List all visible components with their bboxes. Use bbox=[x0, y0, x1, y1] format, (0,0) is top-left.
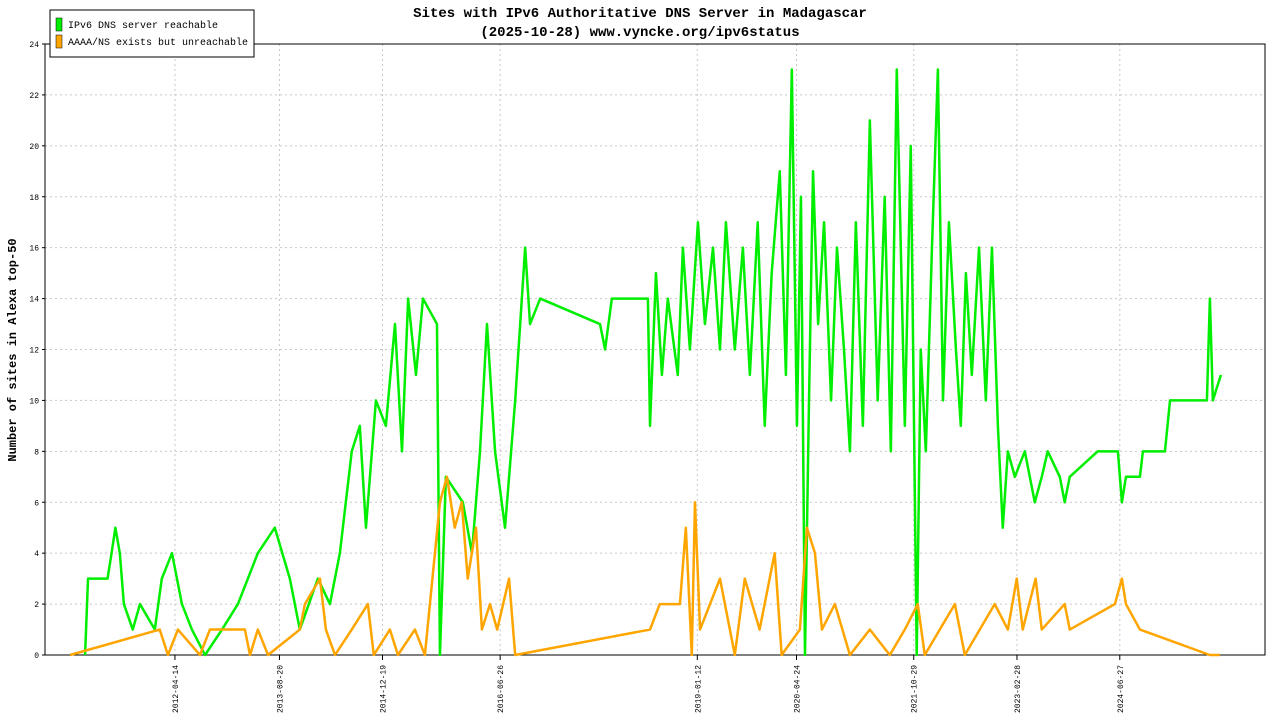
y-tick-label: 24 bbox=[29, 41, 39, 50]
y-tick-label: 10 bbox=[29, 397, 39, 406]
legend-swatch bbox=[55, 17, 63, 32]
x-tick-label: 2012-04-14 bbox=[172, 665, 181, 713]
series-line bbox=[69, 475, 1220, 657]
y-tick-label: 8 bbox=[34, 448, 39, 457]
y-tick-label: 18 bbox=[29, 194, 39, 203]
y-tick-label: 0 bbox=[34, 652, 39, 661]
y-tick-label: 4 bbox=[34, 550, 39, 559]
y-tick-label: 12 bbox=[29, 347, 39, 356]
chart-title: Sites with IPv6 Authoritative DNS Server… bbox=[413, 6, 867, 22]
x-tick-label: 2021-10-29 bbox=[911, 665, 920, 713]
y-tick-label: 20 bbox=[29, 143, 39, 152]
y-tick-label: 16 bbox=[29, 245, 39, 254]
legend-box bbox=[49, 9, 255, 58]
y-axis-label: Number of sites in Alexa top-50 bbox=[6, 238, 20, 461]
legend-label: IPv6 DNS server reachable bbox=[68, 20, 218, 32]
chart-subtitle: (2025-10-28) www.vyncke.org/ipv6status bbox=[480, 25, 799, 41]
legend-swatch bbox=[55, 34, 63, 49]
legend-label: AAAA/NS exists but unreachable bbox=[68, 37, 248, 49]
x-tick-label: 2023-02-28 bbox=[1014, 665, 1023, 713]
y-tick-label: 14 bbox=[29, 296, 39, 305]
y-tick-label: 2 bbox=[34, 601, 39, 610]
x-tick-label: 2014-12-19 bbox=[379, 665, 388, 713]
x-tick-label: 2019-01-12 bbox=[694, 665, 703, 713]
x-tick-label: 2024-06-27 bbox=[1117, 665, 1126, 713]
x-tick-label: 2013-08-20 bbox=[276, 665, 285, 713]
x-tick-label: 2020-04-24 bbox=[794, 665, 803, 713]
plot-frame bbox=[44, 43, 1266, 656]
y-tick-label: 6 bbox=[34, 499, 39, 508]
y-tick-label: 22 bbox=[29, 92, 39, 101]
x-tick-label: 2016-06-26 bbox=[497, 665, 506, 713]
